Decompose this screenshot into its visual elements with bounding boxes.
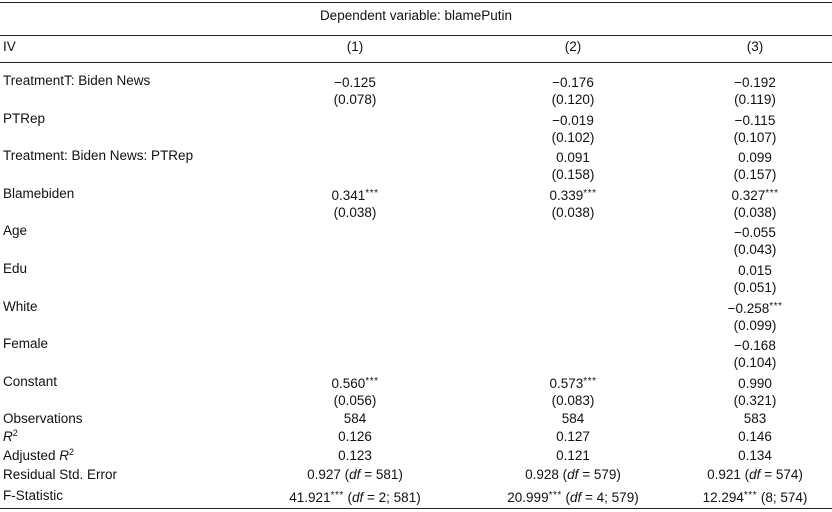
coef-c3: −0.192 <box>734 75 776 90</box>
se-c2: (0.102) <box>551 130 595 145</box>
se-row: (0.099) <box>0 317 832 335</box>
row-label: TreatmentT: Biden News <box>3 73 151 88</box>
fstat-c1: 41.921*** (df = 2; 581) <box>289 490 421 505</box>
f-statistic-row: F-Statistic 41.921*** (df = 2; 581) 20.9… <box>0 487 832 505</box>
coef-c2: −0.176 <box>552 75 594 90</box>
coef-c1: −0.125 <box>334 75 376 90</box>
se-c3: (0.043) <box>733 242 777 257</box>
se-c3: (0.119) <box>734 92 776 107</box>
observations-c2: 584 <box>561 411 585 426</box>
coef-c3: 0.990 <box>738 376 772 391</box>
row-label: Residual Std. Error <box>3 467 118 482</box>
se-row: (0.056) (0.083) (0.321) <box>0 392 832 410</box>
se-c2: (0.158) <box>551 167 595 182</box>
coef-row: PTRep −0.019 −0.115 <box>0 110 832 128</box>
coef-row: Edu 0.015 <box>0 260 832 278</box>
coef-c1: 0.341*** <box>331 188 379 203</box>
se-c3: (0.051) <box>733 280 777 295</box>
coef-c3: −0.055 <box>734 225 776 240</box>
se-c3: (0.321) <box>733 393 777 408</box>
coef-row: Age −0.055 <box>0 222 832 240</box>
coef-c3: −0.168 <box>734 338 776 353</box>
observations-c1: 584 <box>343 411 367 426</box>
row-label: Age <box>3 223 28 238</box>
coef-row: Female −0.168 <box>0 335 832 353</box>
se-c3: (0.038) <box>733 205 777 220</box>
coef-c3: 0.327*** <box>731 188 779 203</box>
se-row: (0.078) (0.120) (0.119) <box>0 91 832 109</box>
coef-c3: 0.099 <box>738 150 772 165</box>
row-label: Blamebiden <box>3 186 75 201</box>
coef-c2: −0.019 <box>552 113 594 128</box>
column-header-row: IV (1) (2) (3) <box>0 38 832 56</box>
column-3-header: (3) <box>746 39 764 54</box>
se-c3: (0.104) <box>733 355 777 370</box>
row-label: F-Statistic <box>3 488 64 503</box>
column-2-header: (2) <box>564 39 582 54</box>
row-label: Edu <box>3 261 28 276</box>
row-label: Treatment: Biden News: PTRep <box>3 148 194 163</box>
column-1-header: (1) <box>346 39 364 54</box>
se-row: (0.043) <box>0 241 832 259</box>
se-row: (0.158) (0.157) <box>0 166 832 184</box>
rse-c2: 0.928 (df = 579) <box>525 467 621 482</box>
coef-row: White −0.258*** <box>0 298 832 316</box>
row-label: Female <box>3 336 49 351</box>
header-rule <box>0 35 832 36</box>
se-c2: (0.038) <box>551 205 595 220</box>
column-header-rule <box>0 62 832 63</box>
coef-c3: −0.258*** <box>727 301 783 316</box>
row-label: Constant <box>3 374 58 389</box>
coef-row: Treatment: Biden News: PTRep 0.091 0.099 <box>0 147 832 165</box>
se-row: (0.038) (0.038) (0.038) <box>0 204 832 222</box>
se-c2: (0.083) <box>551 393 595 408</box>
coef-row: Blamebiden 0.341*** 0.339*** 0.327*** <box>0 185 832 203</box>
adjusted-r2-c3: 0.134 <box>738 448 772 463</box>
se-row: (0.051) <box>0 279 832 297</box>
se-c2: (0.120) <box>551 92 595 107</box>
iv-label: IV <box>3 39 16 54</box>
dependent-variable-header: Dependent variable: blamePutin <box>319 8 513 23</box>
adjusted-r2-c1: 0.123 <box>338 448 372 463</box>
se-c1: (0.078) <box>333 92 377 107</box>
se-c3: (0.157) <box>733 167 777 182</box>
coef-c3: −0.115 <box>734 113 776 128</box>
coef-c2: 0.573*** <box>549 376 597 391</box>
coef-c2: 0.091 <box>556 150 590 165</box>
fstat-c2: 20.999*** (df = 4; 579) <box>507 490 639 505</box>
se-c1: (0.038) <box>333 205 377 220</box>
r2-c1: 0.126 <box>338 429 372 444</box>
residual-std-error-row: Residual Std. Error 0.927 (df = 581) 0.9… <box>0 466 832 484</box>
row-label: White <box>3 299 38 314</box>
coef-c3: 0.015 <box>738 263 772 278</box>
coef-c1: 0.560*** <box>331 376 379 391</box>
row-label: Adjusted R2 <box>3 447 75 464</box>
r2-c3: 0.146 <box>738 429 772 444</box>
se-c1: (0.056) <box>333 393 377 408</box>
coef-c2: 0.339*** <box>549 188 597 203</box>
coef-row: TreatmentT: Biden News −0.125 −0.176 −0.192 <box>0 72 832 90</box>
se-c3: (0.107) <box>733 130 777 145</box>
rse-c3: 0.921 (df = 574) <box>707 467 803 482</box>
se-row: (0.104) <box>0 354 832 372</box>
r2-c2: 0.127 <box>556 429 590 444</box>
row-label: Observations <box>3 411 83 426</box>
se-c3: (0.099) <box>733 318 777 333</box>
top-rule <box>0 2 832 3</box>
adjusted-r2-row: Adjusted R2 0.123 0.121 0.134 <box>0 447 832 465</box>
row-label: PTRep <box>3 111 46 126</box>
observations-c3: 583 <box>743 411 767 426</box>
bottom-rule <box>0 508 832 509</box>
r2-row: R2 0.126 0.127 0.146 <box>0 428 832 446</box>
coef-row: Constant 0.560*** 0.573*** 0.990 <box>0 373 832 391</box>
row-label: R2 <box>3 428 18 445</box>
rse-c1: 0.927 (df = 581) <box>307 467 403 482</box>
se-row: (0.102) (0.107) <box>0 129 832 147</box>
observations-row: Observations 584 584 583 <box>0 410 832 428</box>
fstat-c3: 12.294*** (8; 574) <box>702 490 808 505</box>
adjusted-r2-c2: 0.121 <box>556 448 590 463</box>
